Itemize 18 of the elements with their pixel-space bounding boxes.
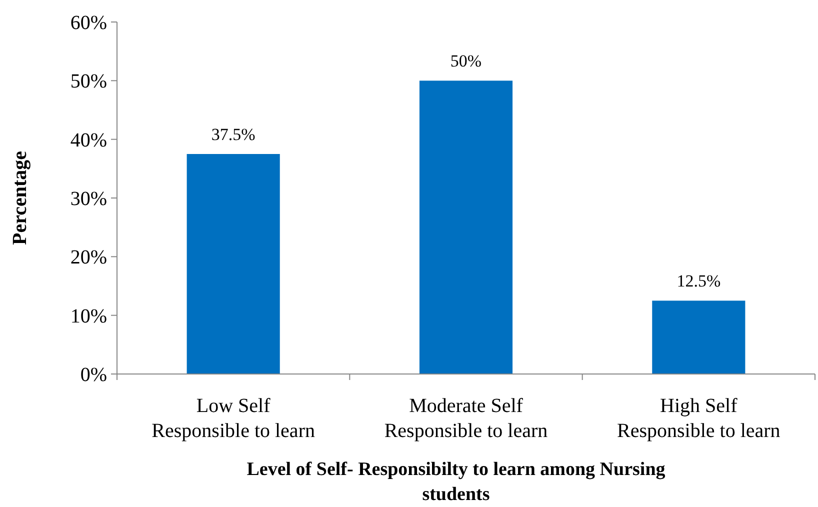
data-label: 37.5%	[211, 125, 256, 144]
data-label: 50%	[450, 52, 482, 71]
bar	[186, 154, 280, 374]
y-tick-label: 60%	[70, 12, 107, 34]
y-tick-label: 0%	[80, 364, 107, 386]
y-tick-label: 10%	[70, 305, 107, 328]
x-axis-title: Level of Self- Responsibilty to learn among Nursing students	[246, 459, 666, 505]
data-label: 12.5%	[676, 272, 721, 291]
x-tick-label: Moderate Self Responsible to learn	[384, 395, 548, 442]
y-tick-label: 30%	[70, 188, 107, 210]
y-tick-label: 40%	[70, 129, 107, 152]
x-tick-label: High Self Responsible to learn	[617, 395, 780, 442]
bar	[419, 80, 513, 374]
bar	[652, 300, 746, 374]
y-axis-title: Percentage	[9, 150, 31, 246]
x-tick-label: Low Self Responsible to learn	[152, 395, 315, 442]
y-tick-label: 50%	[70, 70, 107, 93]
y-tick-label: 20%	[70, 246, 107, 269]
